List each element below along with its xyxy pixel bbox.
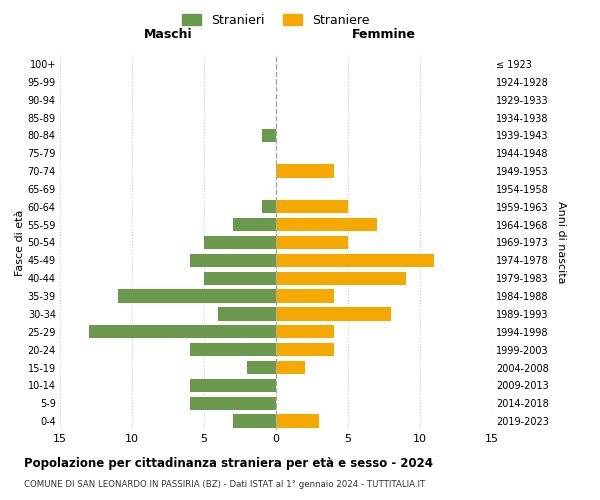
Bar [204,236,276,249]
Y-axis label: Anni di nascita: Anni di nascita [556,201,566,284]
Text: Popolazione per cittadinanza straniera per età e sesso - 2024: Popolazione per cittadinanza straniera p… [24,458,433,470]
Bar [276,272,406,285]
Bar [276,218,377,232]
Bar [233,218,276,232]
Bar [276,164,334,178]
Bar [276,414,319,428]
Bar [204,272,276,285]
Bar [89,325,276,338]
Legend: Stranieri, Straniere: Stranieri, Straniere [180,11,372,29]
Bar [276,325,334,338]
Bar [118,290,276,303]
Bar [247,361,276,374]
Bar [276,361,305,374]
Bar [276,290,334,303]
Bar [190,343,276,356]
Bar [262,200,276,213]
Bar [276,343,334,356]
Bar [233,414,276,428]
Bar [262,128,276,142]
Text: Maschi: Maschi [143,28,193,40]
Bar [190,254,276,267]
Bar [218,307,276,320]
Bar [276,200,348,213]
Bar [276,236,348,249]
Bar [190,396,276,410]
Bar [276,307,391,320]
Text: Femmine: Femmine [352,28,416,40]
Y-axis label: Fasce di età: Fasce di età [14,210,25,276]
Bar [276,254,434,267]
Bar [190,378,276,392]
Text: COMUNE DI SAN LEONARDO IN PASSIRIA (BZ) - Dati ISTAT al 1° gennaio 2024 - TUTTIT: COMUNE DI SAN LEONARDO IN PASSIRIA (BZ) … [24,480,425,489]
